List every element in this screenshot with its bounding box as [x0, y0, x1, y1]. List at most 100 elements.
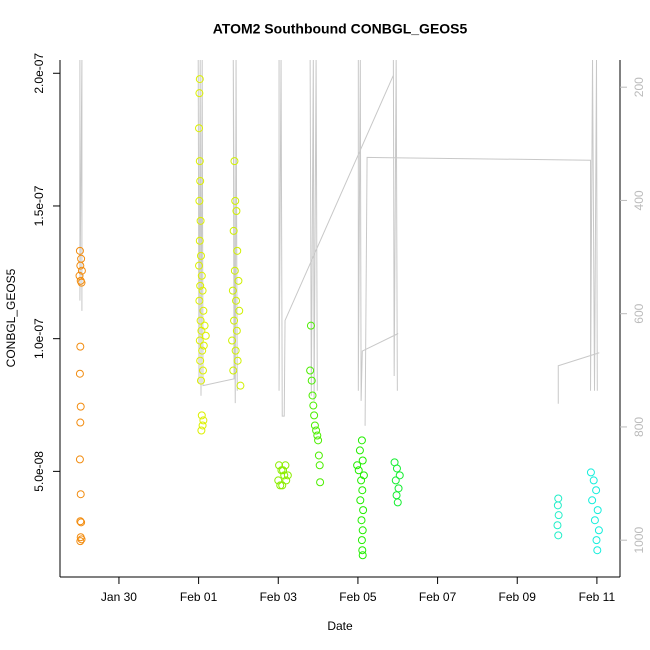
point: [392, 491, 401, 500]
point: [358, 456, 367, 465]
point: [594, 526, 603, 535]
point: [553, 521, 562, 530]
point: [198, 346, 207, 355]
point: [76, 418, 85, 427]
point: [197, 326, 206, 335]
point: [195, 124, 204, 133]
plot-area: [75, 60, 603, 560]
y-tick-label: 5.0e-08: [32, 451, 46, 492]
point: [195, 157, 204, 166]
point: [236, 381, 245, 390]
point: [310, 421, 319, 430]
point: [308, 391, 317, 400]
point: [198, 421, 207, 430]
x-tick-label: Feb 01: [180, 590, 218, 604]
point: [230, 157, 239, 166]
x-axis-label: Date: [327, 619, 353, 633]
point: [395, 471, 404, 480]
point: [76, 261, 85, 270]
point: [197, 411, 206, 420]
point: [195, 261, 204, 270]
point: [394, 484, 403, 493]
point: [315, 461, 324, 470]
point: [593, 546, 602, 555]
point: [235, 306, 244, 315]
point: [195, 196, 204, 205]
point: [357, 516, 366, 525]
point: [76, 490, 85, 499]
point: [199, 416, 208, 425]
point: [356, 496, 365, 505]
point: [554, 511, 563, 520]
point: [554, 494, 563, 503]
point: [76, 402, 85, 411]
point: [592, 486, 601, 495]
point: [232, 207, 241, 216]
point: [312, 426, 321, 435]
point: [196, 216, 205, 225]
point: [358, 551, 367, 560]
x-tick-label: Feb 03: [260, 590, 298, 604]
point: [553, 501, 562, 510]
point: [359, 506, 368, 515]
y2-tick-label: 800: [632, 417, 646, 437]
point: [306, 321, 315, 330]
point: [275, 461, 284, 470]
point: [230, 266, 239, 275]
point: [358, 546, 367, 555]
point: [314, 436, 323, 445]
point: [196, 251, 205, 260]
point: [76, 342, 85, 351]
point: [586, 468, 595, 477]
y2-tick-label: 1000: [632, 527, 646, 554]
point: [196, 177, 205, 186]
point: [231, 346, 240, 355]
point: [392, 464, 401, 473]
point: [200, 321, 209, 330]
point: [282, 476, 291, 485]
point: [278, 481, 287, 490]
point: [196, 281, 205, 290]
point: [358, 526, 367, 535]
point: [554, 531, 563, 540]
point: [228, 336, 237, 345]
profile-line: [79, 60, 600, 426]
point: [228, 286, 237, 295]
point: [354, 466, 363, 475]
x-tick-label: Feb 09: [499, 590, 537, 604]
point: [76, 517, 85, 526]
y-tick-label: 1.0e-07: [32, 318, 46, 359]
point: [77, 266, 86, 275]
x-tick-label: Feb 07: [419, 590, 457, 604]
point: [198, 286, 207, 295]
chart-title: ATOM2 Southbound CONBGL_GEOS5: [213, 21, 468, 37]
point: [77, 254, 86, 263]
point: [199, 306, 208, 315]
point: [196, 376, 205, 385]
point: [196, 316, 205, 325]
point: [274, 476, 283, 485]
point: [232, 326, 241, 335]
point: [229, 226, 238, 235]
point: [357, 436, 366, 445]
point: [75, 246, 84, 255]
point: [77, 278, 86, 287]
point: [309, 401, 318, 410]
x-tick-label: Feb 11: [579, 590, 616, 604]
y2-tick-label: 600: [632, 303, 646, 323]
point: [279, 466, 288, 475]
point: [197, 271, 206, 280]
point: [197, 426, 206, 435]
point: [314, 451, 323, 460]
point: [588, 496, 597, 505]
point: [589, 476, 598, 485]
point: [201, 331, 210, 340]
point: [195, 75, 204, 84]
point: [357, 476, 366, 485]
point: [310, 411, 319, 420]
point: [196, 356, 205, 365]
point: [391, 476, 400, 485]
point: [281, 461, 290, 470]
y2-tick-label: 400: [632, 190, 646, 210]
